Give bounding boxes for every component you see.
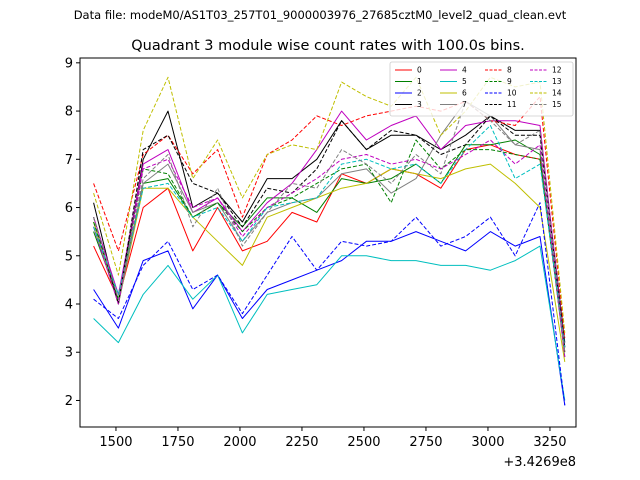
x-tick-label: 3000 xyxy=(471,435,504,450)
legend-label-6: 6 xyxy=(462,89,467,98)
legend-label-8: 8 xyxy=(507,66,512,75)
y-tick-label: 8 xyxy=(65,105,73,120)
series-line-0 xyxy=(93,144,566,353)
legend-label-4: 4 xyxy=(462,66,467,75)
series-line-15 xyxy=(93,100,566,353)
legend-label-15: 15 xyxy=(552,100,562,109)
legend-label-14: 14 xyxy=(552,89,562,98)
series-line-4 xyxy=(93,110,566,348)
series-line-1 xyxy=(93,139,566,348)
legend-label-9: 9 xyxy=(507,77,512,86)
y-tick-label: 3 xyxy=(65,346,73,361)
x-offset-label: +3.4269e8 xyxy=(503,455,576,470)
legend-label-11: 11 xyxy=(507,100,517,109)
y-tick-label: 2 xyxy=(65,394,73,409)
y-tick-label: 7 xyxy=(65,153,73,168)
legend-label-2: 2 xyxy=(417,89,422,98)
x-tick-label: 2000 xyxy=(223,435,256,450)
series-line-5 xyxy=(93,245,566,401)
x-tick-label: 2250 xyxy=(285,435,318,450)
series-line-9 xyxy=(93,139,566,353)
legend-label-13: 13 xyxy=(552,77,562,86)
y-tick-label: 4 xyxy=(65,298,73,313)
legend-label-10: 10 xyxy=(507,89,517,98)
legend-label-12: 12 xyxy=(552,66,562,75)
x-tick-label: 2500 xyxy=(347,435,380,450)
chart-suptitle: Data file: modeM0/AS1T03_257T01_90000039… xyxy=(74,8,567,22)
plot-frame xyxy=(79,57,577,428)
chart-title: Quadrant 3 module wise count rates with … xyxy=(131,38,525,54)
legend-label-1: 1 xyxy=(417,77,422,86)
series-line-11 xyxy=(93,115,566,348)
legend-box xyxy=(389,61,574,117)
legend-label-7: 7 xyxy=(462,100,467,109)
legend-label-0: 0 xyxy=(417,66,422,75)
x-tick-label: 2750 xyxy=(409,435,442,450)
series-line-2 xyxy=(93,231,566,406)
series-layer xyxy=(93,76,566,406)
series-line-12 xyxy=(93,139,566,358)
y-tick-label: 5 xyxy=(65,249,73,264)
series-line-10 xyxy=(93,202,566,406)
x-tick-label: 1500 xyxy=(99,435,132,450)
x-tick-label: 3250 xyxy=(533,435,566,450)
x-tick-label: 1750 xyxy=(161,435,194,450)
series-line-13 xyxy=(93,125,566,348)
y-tick-label: 6 xyxy=(65,201,73,216)
legend-label-3: 3 xyxy=(417,100,422,109)
series-line-6 xyxy=(93,163,566,362)
y-tick-label: 9 xyxy=(65,56,73,71)
legend-label-5: 5 xyxy=(462,77,467,86)
series-line-3 xyxy=(93,110,566,343)
